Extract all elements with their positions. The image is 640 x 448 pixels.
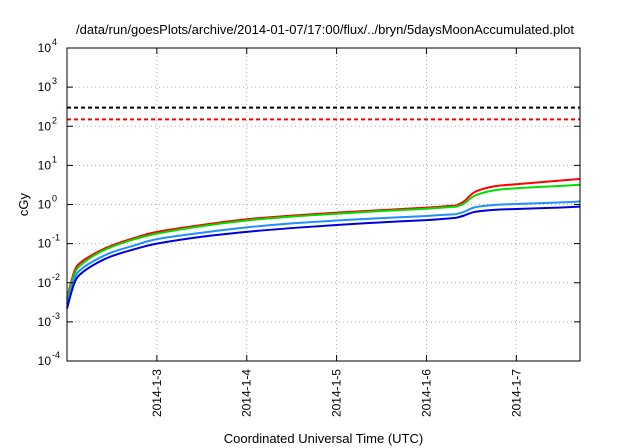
y-tick-label: 10 xyxy=(38,80,52,94)
x-tick-label: 2014-1-7 xyxy=(509,369,523,417)
y-tick-label-exponent: 4 xyxy=(52,37,57,47)
x-tick-label: 2014-1-4 xyxy=(240,369,254,417)
y-tick-label: 10 xyxy=(38,158,52,172)
chart-title: /data/run/goesPlots/archive/2014-01-07/1… xyxy=(76,22,574,37)
y-tick-label: 10 xyxy=(38,198,52,212)
grid xyxy=(67,48,580,361)
series-group xyxy=(66,177,581,309)
series-line xyxy=(66,200,581,305)
y-tick-label: 10 xyxy=(38,237,52,251)
y-tick-label: 10 xyxy=(38,354,52,368)
y-tick-label-exponent: -2 xyxy=(52,272,60,282)
y-tick-label-exponent: -4 xyxy=(52,350,60,360)
series-line xyxy=(66,177,581,299)
x-axis: 2014-1-3 2014-1-4 2014-1-5 2014-1-6 2014-1-7 xyxy=(150,48,523,417)
x-axis-label: Coordinated Universal Time (UTC) xyxy=(224,431,423,446)
y-tick-label: 10 xyxy=(38,315,52,329)
series-line xyxy=(66,183,581,301)
y-tick-label-exponent: 1 xyxy=(52,154,57,164)
x-tick-label: 2014-1-5 xyxy=(330,369,344,417)
y-tick-label: 10 xyxy=(38,119,52,133)
y-tick-label-exponent: -1 xyxy=(52,233,60,243)
y-tick-label-exponent: 2 xyxy=(52,115,57,125)
y-tick-label: 10 xyxy=(38,276,52,290)
series-line xyxy=(66,205,581,309)
reference-lines xyxy=(67,106,580,121)
y-tick-label-exponent: 3 xyxy=(52,76,57,86)
x-tick-label: 2014-1-3 xyxy=(150,369,164,417)
x-tick-label: 2014-1-6 xyxy=(419,369,433,417)
y-tick-label-exponent: -3 xyxy=(52,311,60,321)
y-tick-label-exponent: 0 xyxy=(52,194,57,204)
y-tick-label: 10 xyxy=(38,41,52,55)
y-axis-label: cGy xyxy=(16,192,31,216)
